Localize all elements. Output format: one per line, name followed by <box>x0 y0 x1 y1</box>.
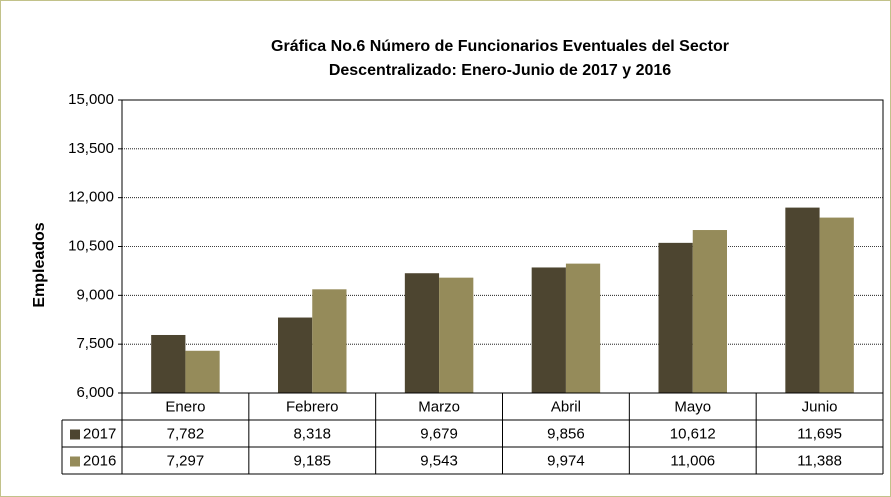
x-tick-label: Febrero <box>286 398 339 415</box>
y-tick-label: 9,000 <box>76 286 114 303</box>
x-tick-label: Marzo <box>418 398 460 415</box>
y-tick-label: 10,500 <box>68 237 114 254</box>
bar <box>185 350 220 393</box>
bar <box>312 289 347 393</box>
legend-swatch <box>70 429 80 440</box>
data-label: 9,679 <box>420 425 458 442</box>
bar <box>151 334 186 393</box>
y-tick-label: 12,000 <box>68 189 114 206</box>
y-tick-label: 6,000 <box>76 384 114 401</box>
bar <box>531 267 566 393</box>
data-label: 11,006 <box>670 452 715 469</box>
legend-label: 2016 <box>83 452 116 469</box>
x-tick-label: Junio <box>802 398 838 415</box>
x-tick-label: Abril <box>551 398 581 415</box>
data-label: 8,318 <box>293 425 331 442</box>
bar <box>278 317 313 393</box>
chart-title: Descentralizado: Enero-Junio de 2017 y 2… <box>329 62 671 79</box>
data-label: 7,782 <box>167 425 205 442</box>
y-tick-label: 15,000 <box>68 91 114 108</box>
data-label: 9,856 <box>547 425 585 442</box>
data-label: 9,543 <box>420 452 458 469</box>
legend-swatch <box>70 456 80 467</box>
bar <box>404 273 440 393</box>
bar <box>785 207 820 393</box>
data-label: 10,612 <box>670 425 716 442</box>
bar <box>692 230 727 393</box>
data-label: 9,974 <box>547 452 585 469</box>
data-label: 9,185 <box>293 452 331 469</box>
data-label: 11,388 <box>797 452 842 469</box>
chart-title: Gráfica No.6 Número de Funcionarios Even… <box>271 38 729 55</box>
legend-label: 2017 <box>83 425 116 442</box>
data-label: 11,695 <box>797 425 842 442</box>
bar <box>565 263 601 393</box>
y-axis-label: Empleados <box>31 222 48 307</box>
x-tick-label: Enero <box>165 398 205 415</box>
x-tick-label: Mayo <box>674 398 711 415</box>
bar <box>439 277 474 393</box>
y-tick-label: 7,500 <box>76 335 114 352</box>
bar <box>819 217 854 393</box>
data-label: 7,297 <box>167 452 205 469</box>
bar <box>658 242 693 393</box>
y-tick-label: 13,500 <box>68 140 114 157</box>
